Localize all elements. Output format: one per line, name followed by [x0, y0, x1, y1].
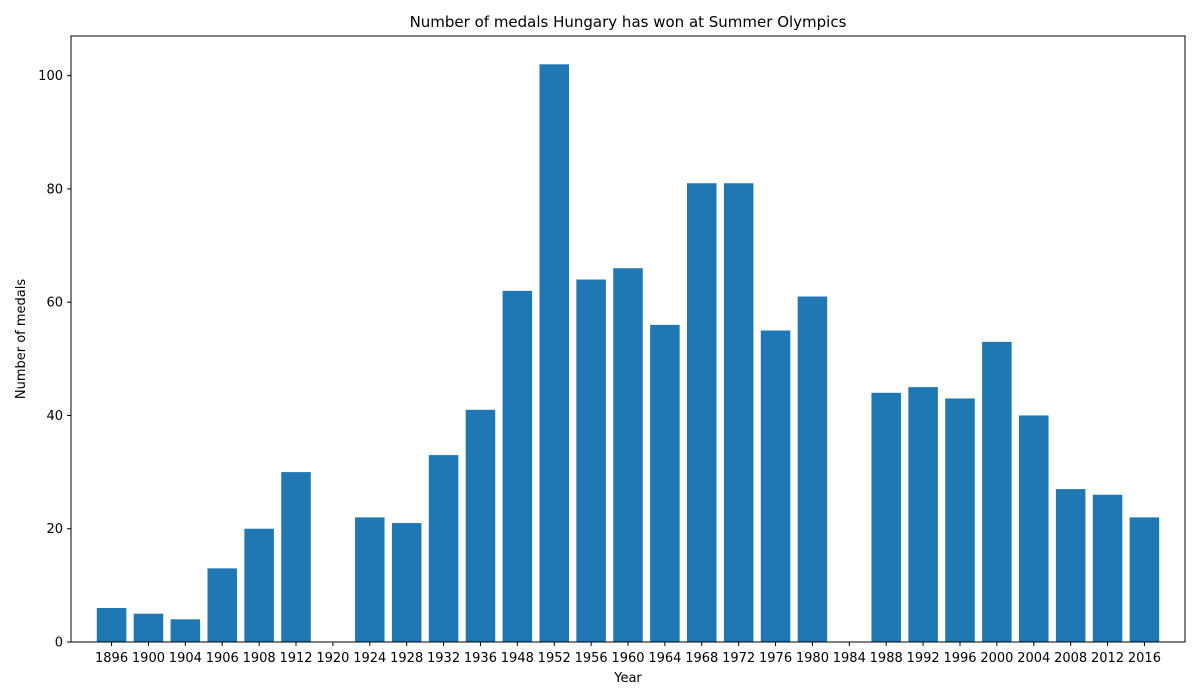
bar-1988: [871, 392, 901, 642]
x-tick-label: 2000: [980, 651, 1013, 666]
bar-2008: [1055, 489, 1086, 642]
x-tick-label: 1924: [353, 651, 386, 666]
x-tick-label: 1968: [685, 651, 718, 666]
bar-1948: [502, 290, 533, 642]
x-tick-label: 1948: [501, 651, 534, 666]
bar-1906: [207, 568, 237, 642]
y-tick-label: 80: [46, 182, 63, 197]
bar-1964: [650, 324, 680, 642]
bar-1992: [908, 387, 938, 642]
x-tick-label: 2008: [1054, 651, 1087, 666]
bar-1996: [945, 398, 975, 642]
x-tick-label: 2004: [1017, 651, 1050, 666]
bar-1932: [428, 455, 459, 642]
bar-1936: [465, 409, 496, 642]
x-axis-title: Year: [613, 671, 642, 686]
x-tick-label: 1988: [870, 651, 903, 666]
x-tick-label: 1936: [464, 651, 497, 666]
x-tick-label: 1906: [206, 651, 239, 666]
x-tick-label: 1972: [722, 651, 755, 666]
bar-1908: [244, 528, 274, 642]
y-tick-label: 100: [38, 69, 63, 84]
ticks-layer: 1896 1900 1904 1906 1908 1912 1920 1924 1928 1932…: [38, 69, 1161, 666]
bar-1980: [797, 296, 828, 642]
y-tick-label: 0: [55, 636, 63, 651]
x-tick-label: 1932: [427, 651, 460, 666]
x-tick-label: 1980: [796, 651, 829, 666]
bar-1896: [96, 608, 127, 642]
x-tick-label: 1908: [243, 651, 276, 666]
x-tick-label: 1964: [648, 651, 681, 666]
x-tick-label: 1900: [132, 651, 165, 666]
bar-1976: [760, 330, 791, 642]
bar-1952: [539, 64, 569, 643]
bars-layer: [96, 64, 1160, 643]
x-tick-label: 1952: [538, 651, 571, 666]
x-tick-label: 1920: [316, 651, 349, 666]
x-tick-label: 1896: [95, 651, 128, 666]
bar-1960: [613, 268, 643, 642]
y-tick-label: 60: [46, 296, 63, 311]
x-tick-label: 1960: [611, 651, 644, 666]
y-tick-label: 20: [46, 522, 63, 537]
x-tick-label: 1992: [907, 651, 940, 666]
bar-1972: [723, 183, 754, 643]
bar-1928: [391, 523, 422, 642]
bar-2016: [1129, 517, 1160, 642]
x-tick-label: 1996: [943, 651, 976, 666]
y-axis-title: Number of medals: [14, 279, 29, 400]
bar-1900: [133, 613, 164, 642]
y-tick-label: 40: [46, 409, 63, 424]
x-tick-label: 1904: [169, 651, 202, 666]
x-tick-label: 2012: [1091, 651, 1124, 666]
x-tick-label: 1912: [279, 651, 312, 666]
bar-1912: [281, 472, 311, 642]
x-tick-label: 1976: [759, 651, 792, 666]
bar-1904: [170, 619, 201, 642]
bar-2012: [1092, 494, 1123, 642]
bar-2000: [982, 341, 1012, 642]
x-tick-label: 1984: [833, 651, 866, 666]
x-tick-label: 2016: [1128, 651, 1161, 666]
chart-title: Number of medals Hungary has won at Summ…: [410, 13, 847, 31]
bar-2004: [1019, 415, 1049, 642]
x-tick-label: 1928: [390, 651, 423, 666]
bar-1924: [355, 517, 385, 642]
bar-1968: [687, 183, 717, 643]
x-tick-label: 1956: [575, 651, 608, 666]
bar-1956: [576, 279, 606, 642]
